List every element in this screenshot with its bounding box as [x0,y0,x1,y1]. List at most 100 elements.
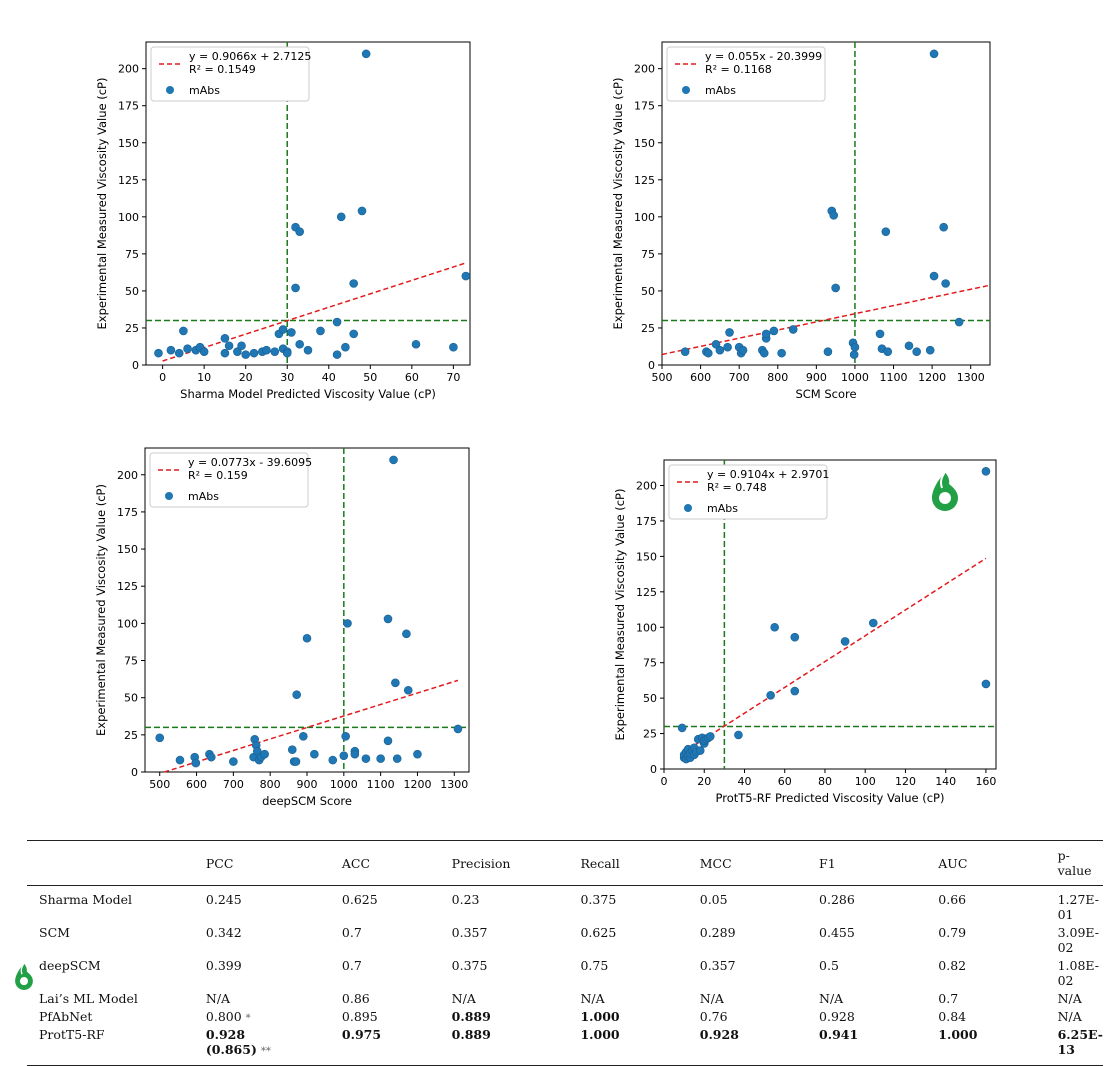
cell-f1: 0.928 [819,1009,855,1024]
cell-f1: 0.455 [819,925,855,940]
data-point [711,339,721,349]
x-tick-label: 40 [322,371,336,384]
cell-p-value: N/A [1057,1009,1082,1024]
cell-recall: 0.75 [580,958,609,973]
data-point [295,227,304,236]
y-tick-label: 175 [636,515,657,528]
y-tick-label: 50 [125,285,139,298]
cell-pcc: 0.342 [205,925,242,940]
data-point [349,329,358,339]
data-point [249,348,259,358]
data-point [332,317,342,327]
y-tick-label: 125 [118,174,139,187]
legend-points-label: mAbs [189,84,220,97]
header-precision: Precision [439,840,569,886]
x-tick-label: 500 [149,778,170,791]
x-tick-label: 20 [697,775,711,788]
x-tick-label: 20 [239,371,253,384]
data-point [954,317,964,327]
x-tick-label: 1300 [440,778,468,791]
data-point [328,755,338,765]
data-point [392,754,402,763]
data-point [769,326,779,336]
y-tick-label: 200 [634,63,655,76]
data-point [929,271,939,281]
data-point [287,328,296,337]
data-point [723,342,732,352]
x-tick-label: 40 [737,775,751,788]
data-point [302,633,312,643]
cell-model: SCM [39,925,70,940]
data-point [840,637,850,646]
legend-equation: y = 0.9066x + 2.7125 [189,50,311,63]
y-axis-label: Experimental Measured Viscosity Value (c… [95,78,109,330]
x-tick-label: 800 [260,778,281,791]
cell-precision: 0.357 [451,925,488,940]
x-tick-label: 30 [280,371,294,384]
data-point [291,283,300,293]
legend-box [666,46,826,102]
x-tick-label: 60 [778,775,792,788]
table-row: PfAbNet 0.800 * 0.895 0.889 1.000 0.76 0… [27,1008,1103,1026]
y-tick-label: 175 [634,100,655,113]
header-acc: ACC [329,840,440,886]
data-point [361,49,371,59]
cell-mcc: 0.76 [699,1009,728,1024]
data-point [715,345,725,355]
data-point [220,348,230,358]
x-axis-label: deepSCM Score [262,794,352,808]
data-point [925,345,935,355]
cell-pcc: N/A [205,991,231,1006]
data-point [411,339,421,349]
cell-pcc-value: 0.800 [205,1009,242,1024]
data-point [402,629,411,639]
y-tick-label: 50 [641,285,655,298]
y-tick-label: 175 [118,100,139,113]
data-point [349,279,358,288]
data-point [461,271,471,281]
cell-pcc: 0.928 (0.865) ** [194,1026,330,1066]
data-point [376,754,385,763]
cell-precision: 0.375 [451,958,488,973]
cell-recall: N/A [580,991,605,1006]
data-point [849,350,859,359]
y-tick-label: 50 [124,692,138,705]
cell-auc: 0.7 [938,991,959,1006]
data-point [191,758,201,768]
y-axis-label: Experimental Measured Viscosity Value (c… [613,489,627,741]
regression-line [162,262,467,362]
cell-p-value: N/A [1057,991,1082,1006]
x-tick-label: 1000 [841,371,869,384]
y-tick-label: 125 [636,586,657,599]
y-tick-label: 200 [118,63,139,76]
x-tick-label: 160 [975,775,996,788]
y-tick-label: 25 [641,322,655,335]
y-tick-label: 125 [634,174,655,187]
cell-f1: 0.5 [819,958,839,973]
cell-pcc-secondary-value: (0.865) [205,1042,257,1057]
data-point [183,344,192,354]
legend-points-label: mAbs [705,84,736,97]
x-tick-label: 0 [661,775,668,788]
cell-p-value: 6.25E-13 [1057,1027,1103,1057]
chart-panel-prott5-rf: 0 20 40 60 80 100 120 140 160 0 25 50 75 100 125 150 175… [613,459,997,805]
x-tick-label: 900 [297,778,318,791]
y-tick-label: 75 [124,655,138,668]
x-tick-label: 800 [767,371,788,384]
x-tick-label: 500 [652,371,673,384]
table-header-row: PCC ACC Precision Recall MCC F1 AUC p-va… [27,840,1103,886]
table-row: SCM 0.342 0.7 0.357 0.625 0.289 0.455 0.… [27,924,1103,957]
cell-auc: 0.82 [938,958,967,973]
data-point [155,733,165,743]
cell-mcc: 0.357 [699,958,736,973]
legend-points-label: mAbs [707,502,738,515]
data-point [868,618,878,628]
data-point [704,348,713,358]
cell-pcc-value: 0.928 [205,1027,246,1042]
regression-line [681,557,987,754]
legend-box [150,46,310,102]
x-tick-label: 1200 [403,778,431,791]
x-tick-label: 700 [223,778,244,791]
cell-recall: 0.375 [580,892,617,907]
data-point [292,690,301,700]
